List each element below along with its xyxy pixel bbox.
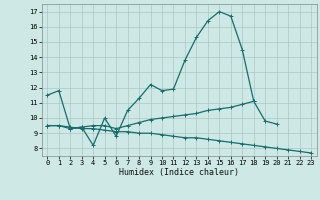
X-axis label: Humidex (Indice chaleur): Humidex (Indice chaleur)	[119, 168, 239, 177]
